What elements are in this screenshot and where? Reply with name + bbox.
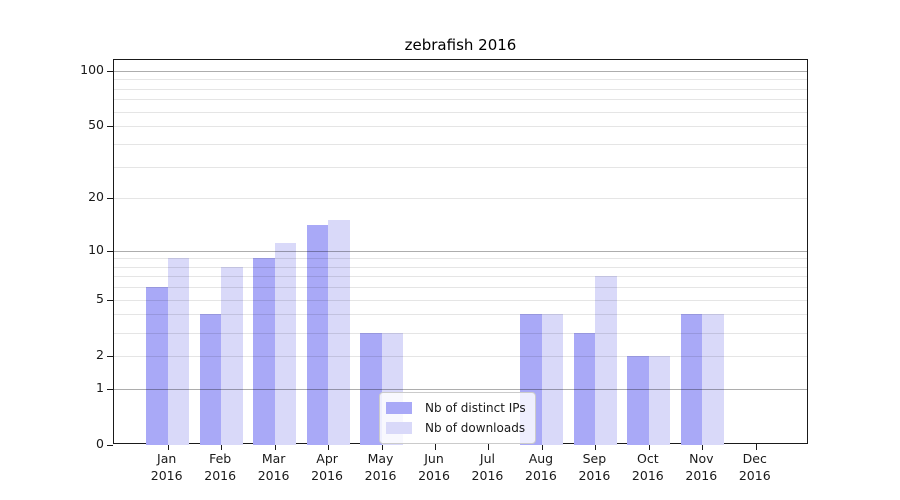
bar-nb-of-distinct-ips-feb-2016 bbox=[199, 314, 222, 445]
x-tick-label-jan-2016: Jan 2016 bbox=[132, 451, 202, 484]
bar-nb-of-distinct-ips-oct-2016 bbox=[627, 355, 649, 445]
x-tick-mark-dec-2016 bbox=[755, 444, 757, 450]
x-tick-label-line: 2016 bbox=[204, 467, 237, 483]
y-tick-label-0: 0 bbox=[96, 436, 104, 451]
x-tick-mark-mar-2016 bbox=[274, 444, 276, 450]
x-tick-label-line: 2016 bbox=[418, 467, 450, 483]
x-tick-label-line: Feb bbox=[209, 451, 232, 466]
y-tick-mark-20 bbox=[107, 198, 113, 200]
x-tick-label-line: Aug bbox=[528, 451, 554, 466]
y-tick-mark-10 bbox=[107, 250, 113, 252]
x-tick-label-oct-2016: Oct 2016 bbox=[613, 451, 683, 484]
y-tick-mark-2 bbox=[107, 355, 113, 357]
x-tick-mark-jul-2016 bbox=[488, 444, 490, 450]
x-tick-label-line: 2016 bbox=[257, 467, 290, 483]
legend-label-distinct-ips: Nb of distinct IPs bbox=[425, 401, 526, 415]
x-tick-mark-oct-2016 bbox=[648, 444, 650, 450]
x-tick-label-line: 2016 bbox=[738, 467, 771, 483]
bar-nb-of-downloads-apr-2016 bbox=[328, 220, 350, 445]
x-tick-mark-jun-2016 bbox=[435, 444, 436, 450]
x-tick-label-line: Apr bbox=[316, 451, 338, 466]
chart-title: zebrafish 2016 bbox=[404, 36, 517, 54]
y-tick-label-10: 10 bbox=[88, 241, 104, 257]
x-tick-label-line: 2016 bbox=[364, 467, 397, 483]
x-tick-mark-may-2016 bbox=[381, 444, 383, 450]
bar-nb-of-distinct-ips-nov-2016 bbox=[680, 314, 703, 445]
x-tick-label-line: Dec bbox=[742, 451, 767, 466]
bars-layer bbox=[114, 60, 807, 445]
y-tick-label-5: 5 bbox=[96, 290, 104, 306]
bar-nb-of-distinct-ips-apr-2016 bbox=[306, 225, 329, 445]
x-tick-label-mar-2016: Mar 2016 bbox=[239, 451, 309, 484]
x-tick-mark-apr-2016 bbox=[328, 444, 330, 450]
bar-nb-of-downloads-feb-2016 bbox=[221, 266, 243, 445]
x-tick-label-line: 2016 bbox=[578, 467, 611, 483]
y-tick-mark-1 bbox=[107, 388, 113, 390]
y-tick-mark-50 bbox=[107, 126, 113, 128]
x-tick-label-aug-2016: Aug 2016 bbox=[506, 451, 576, 484]
x-tick-label-line: 2016 bbox=[525, 467, 557, 483]
plot-area bbox=[107, 59, 808, 450]
x-tick-label-line: Nov bbox=[689, 451, 714, 466]
y-tick-label-50: 50 bbox=[88, 117, 104, 133]
legend-entry-downloads: Nb of downloads bbox=[386, 418, 526, 438]
y-tick-mark-5 bbox=[107, 299, 113, 301]
x-tick-label-sep-2016: Sep 2016 bbox=[559, 451, 629, 484]
x-tick-label-line: 2016 bbox=[471, 467, 504, 483]
x-tick-label-line: 2016 bbox=[685, 467, 718, 483]
y-tick-label-2: 2 bbox=[96, 346, 104, 362]
y-tick-mark-100 bbox=[107, 70, 113, 72]
bar-nb-of-downloads-mar-2016 bbox=[274, 243, 297, 445]
x-tick-label-line: Jul bbox=[479, 451, 495, 466]
x-tick-mark-feb-2016 bbox=[221, 444, 223, 450]
x-tick-mark-jan-2016 bbox=[167, 444, 169, 450]
x-tick-label-line: 2016 bbox=[150, 467, 183, 483]
x-tick-mark-sep-2016 bbox=[595, 444, 597, 450]
x-tick-label-jun-2016: Jun 2016 bbox=[399, 451, 469, 484]
x-axis-labels: Jan 2016 Feb 2016 Mar 2016 Apr 2016 May 2016 Jun 20… bbox=[113, 450, 808, 490]
x-tick-mark-aug-2016 bbox=[541, 444, 543, 450]
x-tick-label-line: Oct bbox=[637, 451, 659, 466]
legend-label-downloads: Nb of downloads bbox=[425, 421, 526, 435]
bar-nb-of-distinct-ips-jan-2016 bbox=[146, 287, 168, 445]
x-tick-label-line: Mar bbox=[261, 451, 286, 466]
legend: Nb of distinct IPs Nb of downloads bbox=[379, 392, 536, 444]
bar-nb-of-distinct-ips-sep-2016 bbox=[573, 332, 596, 445]
x-tick-label-apr-2016: Apr 2016 bbox=[292, 451, 362, 484]
bar-nb-of-distinct-ips-mar-2016 bbox=[253, 258, 275, 445]
x-tick-label-line: Sep bbox=[582, 451, 607, 466]
ticks-layer bbox=[107, 60, 807, 450]
x-tick-label-line: May bbox=[367, 451, 394, 466]
legend-entry-distinct-ips: Nb of distinct IPs bbox=[386, 398, 526, 418]
legend-swatch-downloads bbox=[386, 422, 412, 434]
legend-swatch-distinct-ips bbox=[386, 402, 412, 414]
y-tick-label-20: 20 bbox=[88, 189, 104, 205]
x-tick-label-line: Jan bbox=[157, 451, 177, 466]
bar-nb-of-downloads-aug-2016 bbox=[541, 314, 564, 445]
bar-nb-of-downloads-sep-2016 bbox=[595, 276, 617, 445]
x-tick-mark-nov-2016 bbox=[702, 444, 704, 450]
bar-nb-of-downloads-nov-2016 bbox=[702, 314, 724, 445]
y-tick-label-1: 1 bbox=[96, 379, 104, 395]
x-tick-label-may-2016: May 2016 bbox=[346, 451, 416, 484]
bar-nb-of-downloads-jan-2016 bbox=[167, 258, 190, 445]
x-tick-label-line: Jun bbox=[424, 451, 444, 466]
x-tick-label-line: 2016 bbox=[631, 467, 664, 483]
bar-nb-of-downloads-oct-2016 bbox=[648, 355, 671, 445]
y-axis-labels: 0 1 2 5 10 20 50 100 bbox=[0, 59, 104, 451]
y-tick-label-100: 100 bbox=[80, 61, 104, 77]
x-tick-label-line: 2016 bbox=[311, 467, 343, 483]
x-tick-label-jul-2016: Jul 2016 bbox=[452, 451, 522, 484]
x-tick-label-nov-2016: Nov 2016 bbox=[666, 451, 736, 484]
x-tick-label-feb-2016: Feb 2016 bbox=[185, 451, 255, 484]
x-tick-label-dec-2016: Dec 2016 bbox=[720, 451, 790, 484]
y-tick-mark-0 bbox=[107, 445, 113, 446]
bar-nb-of-distinct-ips-may-2016 bbox=[360, 332, 382, 445]
